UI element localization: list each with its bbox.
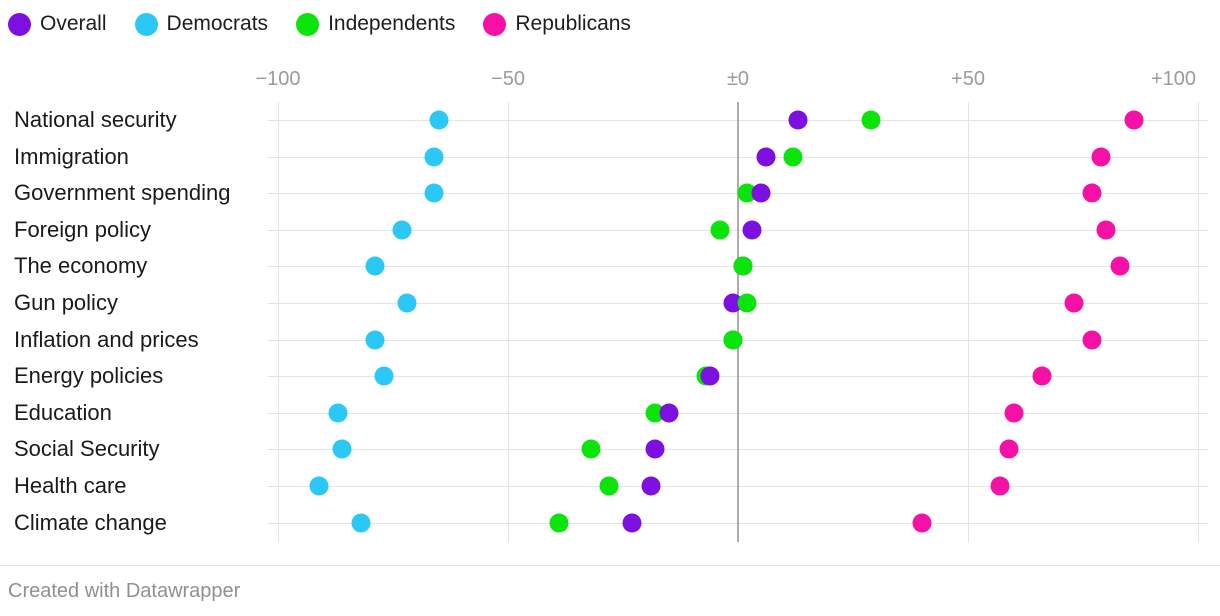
legend-label: Democrats <box>166 12 269 35</box>
row-label-climate-change: Climate change <box>14 509 167 535</box>
row-label-energy-policies: Energy policies <box>14 363 164 389</box>
dot-overall-foreign-policy[interactable] <box>742 220 762 240</box>
grid-vline <box>278 102 279 542</box>
dot-independents-national-security[interactable] <box>861 110 881 130</box>
legend-item-democrats: Democrats <box>134 12 269 36</box>
dot-overall-health-care[interactable] <box>641 476 661 496</box>
dot-overall-immigration[interactable] <box>756 147 776 167</box>
dot-independents-climate-change[interactable] <box>549 513 569 533</box>
zero-gridline <box>737 102 739 542</box>
dot-democrats-health-care[interactable] <box>309 476 329 496</box>
dot-democrats-foreign-policy[interactable] <box>392 220 412 240</box>
dot-democrats-immigration[interactable] <box>424 147 444 167</box>
legend-label: Independents <box>328 12 456 35</box>
dot-independents-social-security[interactable] <box>581 439 601 459</box>
legend: Overall Democrats Independents Republicans <box>8 12 631 36</box>
dot-overall-education[interactable] <box>659 403 679 423</box>
dot-independents-immigration[interactable] <box>783 147 803 167</box>
dot-republicans-government-spending[interactable] <box>1082 183 1102 203</box>
dot-independents-the-economy[interactable] <box>733 256 753 276</box>
dot-independents-gun-policy[interactable] <box>737 293 757 313</box>
dot-democrats-gun-policy[interactable] <box>397 293 417 313</box>
dot-democrats-energy-policies[interactable] <box>374 366 394 386</box>
dot-democrats-inflation-and-prices[interactable] <box>365 330 385 350</box>
row-label-education: Education <box>14 399 112 425</box>
dot-independents-health-care[interactable] <box>599 476 619 496</box>
dot-republicans-climate-change[interactable] <box>912 513 932 533</box>
dot-independents-inflation-and-prices[interactable] <box>723 330 743 350</box>
datawrapper-credit-link[interactable]: Created with Datawrapper <box>8 580 241 602</box>
dot-overall-national-security[interactable] <box>788 110 808 130</box>
dot-republicans-inflation-and-prices[interactable] <box>1082 330 1102 350</box>
dot-republicans-immigration[interactable] <box>1091 147 1111 167</box>
x-axis-tick-label: −50 <box>491 68 525 90</box>
overall-swatch-icon <box>8 12 31 36</box>
dot-overall-government-spending[interactable] <box>751 183 771 203</box>
grid-vline <box>508 102 509 542</box>
legend-item-republicans: Republicans <box>483 12 631 36</box>
dot-democrats-social-security[interactable] <box>332 439 352 459</box>
dot-democrats-climate-change[interactable] <box>351 513 371 533</box>
row-label-inflation-and-prices: Inflation and prices <box>14 326 199 352</box>
dot-republicans-the-economy[interactable] <box>1110 256 1130 276</box>
row-label-foreign-policy: Foreign policy <box>14 216 151 242</box>
x-axis-tick-label: +50 <box>951 68 985 90</box>
row-label-health-care: Health care <box>14 473 127 498</box>
x-axis-tick-label: ±0 <box>726 68 750 90</box>
independents-swatch-icon <box>296 12 320 36</box>
dot-republicans-energy-policies[interactable] <box>1032 366 1052 386</box>
footer-divider <box>0 565 1220 566</box>
dot-democrats-national-security[interactable] <box>429 110 449 130</box>
row-label-the-economy: The economy <box>14 253 148 279</box>
dot-overall-energy-policies[interactable] <box>700 366 720 386</box>
dot-republicans-national-security[interactable] <box>1124 110 1144 130</box>
legend-label: Overall <box>40 12 107 35</box>
grid-vline <box>968 102 969 542</box>
x-axis-tick-label: +100 <box>1150 68 1196 90</box>
legend-item-independents: Independents <box>296 12 455 36</box>
dot-republicans-social-security[interactable] <box>999 439 1019 459</box>
dot-republicans-foreign-policy[interactable] <box>1096 220 1116 240</box>
row-label-immigration: Immigration <box>14 143 129 169</box>
legend-item-overall: Overall <box>8 12 107 36</box>
dot-democrats-education[interactable] <box>328 403 348 423</box>
dot-republicans-gun-policy[interactable] <box>1064 293 1084 313</box>
legend-label: Republicans <box>515 12 631 35</box>
row-label-government-spending: Government spending <box>14 180 231 206</box>
republicans-swatch-icon <box>483 12 507 36</box>
dot-overall-climate-change[interactable] <box>622 513 642 533</box>
democrats-swatch-icon <box>134 12 158 36</box>
row-label-social-security: Social Security <box>14 436 160 462</box>
row-label-national-security: National security <box>14 107 177 132</box>
dot-republicans-health-care[interactable] <box>990 476 1010 496</box>
x-axis-tick-label: −100 <box>255 68 301 90</box>
grid-vline <box>1198 102 1199 542</box>
row-label-gun-policy: Gun policy <box>14 290 118 315</box>
dot-overall-social-security[interactable] <box>645 439 665 459</box>
dot-independents-foreign-policy[interactable] <box>710 220 730 240</box>
dot-republicans-education[interactable] <box>1004 403 1024 423</box>
dot-democrats-government-spending[interactable] <box>424 183 444 203</box>
dot-democrats-the-economy[interactable] <box>365 256 385 276</box>
